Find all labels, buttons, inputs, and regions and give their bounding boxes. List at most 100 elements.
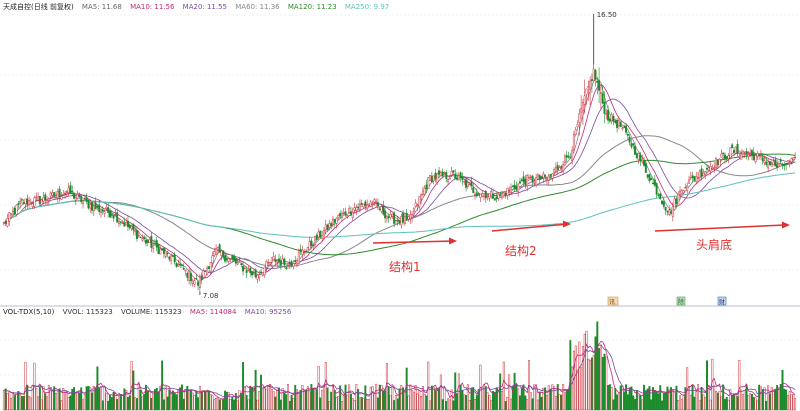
volume-bar-128 [233, 399, 236, 411]
candle-body-176 [319, 230, 322, 238]
candle-body-0 [2, 222, 5, 224]
volume-bar-165 [299, 390, 302, 411]
candle-body-100 [182, 267, 185, 270]
candle-body-165 [299, 249, 302, 252]
volume-bar-379 [684, 387, 687, 411]
candle-body-406 [732, 150, 735, 153]
volume-bar-84 [153, 389, 156, 411]
volume-bar-289 [522, 384, 525, 411]
volume-bar-29 [55, 393, 58, 411]
candle-body-285 [515, 185, 518, 190]
candle-body-53 [98, 204, 101, 212]
candle-body-221 [400, 216, 403, 226]
volume-bar-311 [562, 383, 565, 411]
volume-bar-78 [143, 394, 146, 411]
volume-bar-377 [680, 399, 683, 411]
candle-body-416 [750, 150, 753, 156]
candle-body-243 [439, 171, 442, 177]
volume-bar-239 [432, 386, 435, 411]
volume-bar-15 [29, 397, 32, 411]
volume-bar-103 [188, 389, 191, 411]
volume-bar-20 [38, 386, 41, 411]
volume-bar-45 [83, 394, 86, 411]
candle-body-413 [745, 151, 748, 155]
candle-body-350 [632, 143, 635, 146]
candle-body-198 [358, 203, 361, 211]
candle-body-59 [109, 210, 111, 218]
volume-bar-7 [15, 392, 18, 411]
volume-bar-0 [2, 390, 5, 411]
volume-bar-69 [127, 396, 129, 411]
candle-body-371 [670, 211, 672, 214]
volume-bar-280 [506, 396, 509, 411]
candle-body-306 [553, 169, 556, 173]
volume-bar-66 [121, 395, 124, 411]
volume-bar-56 [103, 386, 106, 411]
candle-body-15 [29, 203, 32, 205]
volume-bar-369 [666, 386, 669, 411]
volume-bar-222 [402, 387, 405, 411]
candle-body-412 [743, 153, 746, 155]
volume-bar-330 [596, 321, 599, 411]
candle-body-254 [459, 172, 462, 179]
candle-body-130 [236, 262, 239, 265]
volume-ma5-line [3, 340, 796, 400]
volume-bar-21 [40, 399, 43, 411]
candle-body-112 [204, 270, 207, 272]
candle-body-41 [76, 194, 79, 199]
candle-body-47 [87, 199, 90, 209]
candle-body-328 [592, 68, 595, 82]
volume-bar-324 [585, 330, 588, 411]
candle-body-257 [465, 179, 468, 188]
candle-body-180 [326, 224, 329, 231]
candle-body-200 [362, 203, 365, 208]
candle-body-353 [637, 153, 640, 160]
volume-bar-381 [688, 386, 690, 411]
candle-body-346 [625, 125, 628, 133]
candle-body-106 [193, 280, 196, 285]
candle-body-379 [684, 187, 687, 189]
candle-body-355 [641, 159, 644, 163]
candle-body-415 [749, 153, 752, 155]
legend-ma20: MA20: 11.55 [182, 3, 228, 11]
arrow-head-shoulders [654, 224, 786, 232]
candle-body-171 [310, 240, 313, 246]
volume-bar-219 [396, 398, 399, 411]
volume-bar-210 [380, 385, 383, 411]
candle-body-242 [438, 170, 441, 175]
candle-body-411 [741, 151, 744, 155]
volume-bar-434 [783, 388, 786, 411]
volume-bar-212 [384, 390, 387, 411]
candle-body-269 [486, 195, 489, 197]
candle-body-336 [607, 110, 610, 121]
candle-body-279 [504, 192, 507, 197]
volume-bar-180 [326, 387, 329, 411]
candle-body-23 [44, 194, 47, 201]
candle-body-196 [355, 207, 358, 211]
candle-body-289 [522, 176, 525, 183]
candle-body-268 [484, 190, 487, 199]
volume-bar-404 [729, 389, 732, 411]
volume-bar-234 [423, 394, 426, 411]
volume-bar-46 [85, 386, 88, 411]
candle-body-370 [668, 209, 671, 215]
candle-body-245 [443, 172, 446, 174]
candle-body-394 [711, 168, 714, 170]
candle-body-419 [756, 153, 759, 157]
candle-body-167 [303, 251, 306, 254]
volume-bar-117 [213, 399, 216, 411]
volume-bar-158 [287, 383, 289, 411]
candle-body-260 [470, 181, 473, 187]
volume-bar-318 [574, 345, 577, 411]
candle-body-103 [188, 270, 191, 281]
volume-bar-240 [434, 389, 437, 411]
volume-bar-24 [46, 396, 49, 411]
candle-body-345 [623, 126, 626, 128]
volume-bar-372 [671, 389, 674, 411]
candle-body-400 [722, 152, 725, 155]
volume-bar-13 [26, 384, 29, 411]
volume-bar-433 [781, 369, 784, 411]
volume-bar-322 [581, 346, 584, 411]
candle-body-139 [252, 272, 255, 274]
volume-bar-393 [709, 399, 712, 411]
